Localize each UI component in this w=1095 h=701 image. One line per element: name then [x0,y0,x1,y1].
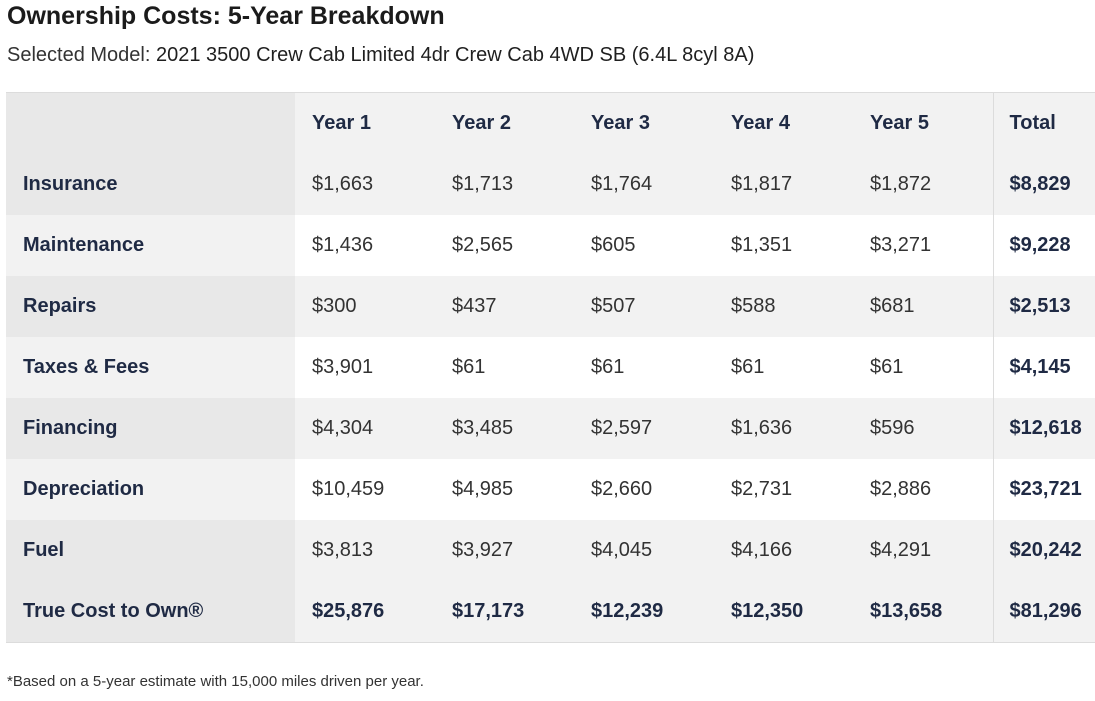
table-row: Taxes & Fees $3,901 $61 $61 $61 $61 $4,145 [6,337,1095,398]
cost-cell-year-4: $2,731 [714,459,853,520]
row-total-cell: $4,145 [992,337,1095,398]
cost-cell-year-2: $3,485 [435,398,574,459]
cost-cell-year-5: $3,271 [853,215,993,276]
cost-cell-year-3: $4,045 [574,520,714,581]
cost-cell-year-3: $605 [574,215,714,276]
column-header-year-1: Year 1 [295,92,435,154]
page-title: Ownership Costs: 5-Year Breakdown [7,2,445,30]
column-header-year-4: Year 4 [714,92,853,154]
cost-cell-year-3: $1,764 [574,154,714,215]
cost-cell-year-1: $3,901 [295,337,435,398]
row-total-cell: $12,618 [992,398,1095,459]
cost-cell-year-2: $17,173 [435,581,574,642]
column-header-total: Total [992,92,1095,154]
cost-cell-year-2: $1,713 [435,154,574,215]
cost-cell-year-5: $596 [853,398,993,459]
cost-cell-year-2: $4,985 [435,459,574,520]
cost-cell-year-5: $4,291 [853,520,993,581]
cost-cell-year-5: $2,886 [853,459,993,520]
row-label: Taxes & Fees [6,337,295,398]
cost-cell-year-2: $61 [435,337,574,398]
column-header-year-5: Year 5 [853,92,993,154]
column-header-year-2: Year 2 [435,92,574,154]
cost-cell-year-4: $61 [714,337,853,398]
table-row: Insurance $1,663 $1,713 $1,764 $1,817 $1,872 $… [6,154,1095,215]
table-row: Depreciation $10,459 $4,985 $2,660 $2,731 $2,… [6,459,1095,520]
selected-model-label: Selected Model: [7,44,151,66]
table-header-row: Year 1 Year 2 Year 3 Year 4 Year 5 Total [6,92,1095,154]
row-total-cell: $9,228 [992,215,1095,276]
header-corner-cell [6,92,295,154]
cost-cell-year-5: $13,658 [853,581,993,642]
cost-cell-year-4: $1,636 [714,398,853,459]
cost-cell-year-2: $2,565 [435,215,574,276]
cost-cell-year-3: $2,660 [574,459,714,520]
row-total-cell: $20,242 [992,520,1095,581]
column-header-year-3: Year 3 [574,92,714,154]
cost-cell-year-2: $437 [435,276,574,337]
cost-cell-year-3: $61 [574,337,714,398]
row-total-cell: $8,829 [992,154,1095,215]
row-label: Insurance [6,154,295,215]
cost-cell-year-1: $3,813 [295,520,435,581]
cost-cell-year-4: $588 [714,276,853,337]
row-label: Financing [6,398,295,459]
cost-cell-year-5: $1,872 [853,154,993,215]
table-row: Maintenance $1,436 $2,565 $605 $1,351 $3,271 $… [6,215,1095,276]
table-row: Repairs $300 $437 $507 $588 $681 $2,513 [6,276,1095,337]
total-cost-row: True Cost to Own® $25,876 $17,173 $12,239 $1… [6,581,1095,642]
row-total-cell: $23,721 [992,459,1095,520]
cost-cell-year-1: $4,304 [295,398,435,459]
cost-cell-year-3: $12,239 [574,581,714,642]
row-total-cell: $2,513 [992,276,1095,337]
cost-cell-year-1: $300 [295,276,435,337]
cost-cell-year-1: $1,663 [295,154,435,215]
table-row: Fuel $3,813 $3,927 $4,045 $4,166 $4,291 $20,24… [6,520,1095,581]
cost-cell-year-4: $12,350 [714,581,853,642]
cost-cell-year-5: $61 [853,337,993,398]
selected-model-value: 2021 3500 Crew Cab Limited 4dr Crew Cab … [155,44,755,66]
cost-cell-year-2: $3,927 [435,520,574,581]
footnote: *Based on a 5-year estimate with 15,000 … [7,673,424,690]
ownership-cost-table: Year 1 Year 2 Year 3 Year 4 Year 5 Total… [6,92,1095,643]
cost-cell-year-3: $2,597 [574,398,714,459]
table-row: Financing $4,304 $3,485 $2,597 $1,636 $596 $12… [6,398,1095,459]
row-total-cell: $81,296 [992,581,1095,642]
row-label: Repairs [6,276,295,337]
cost-cell-year-5: $681 [853,276,993,337]
cost-cell-year-1: $1,436 [295,215,435,276]
cost-cell-year-4: $1,351 [714,215,853,276]
cost-cell-year-1: $25,876 [295,581,435,642]
cost-cell-year-4: $4,166 [714,520,853,581]
row-label: Depreciation [6,459,295,520]
cost-cell-year-1: $10,459 [295,459,435,520]
row-label: Maintenance [6,215,295,276]
cost-cell-year-3: $507 [574,276,714,337]
cost-cell-year-4: $1,817 [714,154,853,215]
row-label: Fuel [6,520,295,581]
row-label: True Cost to Own® [6,581,295,642]
selected-model: Selected Model: 2021 3500 Crew Cab Limit… [7,44,754,67]
